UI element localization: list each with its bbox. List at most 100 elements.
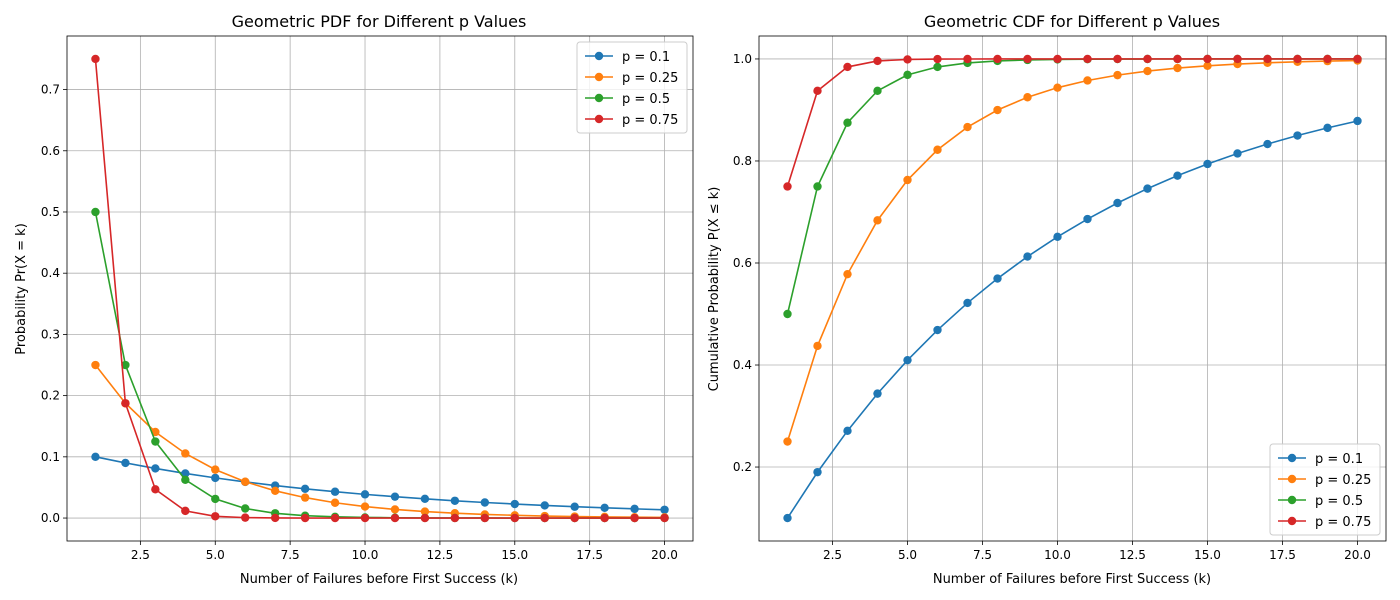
- pdf-point-p01: [390, 492, 400, 501]
- cdf-point-p025: [1053, 83, 1062, 92]
- cdf-point-p075: [1203, 54, 1212, 64]
- cdf-point-p025: [993, 105, 1002, 115]
- pdf-point-p025: [330, 498, 340, 507]
- pdf-legend-label: p = 0.25: [622, 71, 678, 86]
- pdf-point-p01: [570, 502, 579, 511]
- cdf-point-p075: [1053, 54, 1062, 64]
- pdf-y-tick-label: 0.2: [41, 389, 60, 403]
- pdf-point-p075: [181, 506, 190, 516]
- cdf-legend-label: p = 0.75: [1315, 515, 1371, 530]
- cdf-x-tick-label: 20.0: [1344, 548, 1371, 562]
- cdf-point-p01: [1293, 131, 1302, 140]
- pdf-y-axis-label: Probability Pr(X = k): [14, 223, 29, 355]
- cdf-point-p05: [903, 70, 912, 80]
- pdf-point-p01: [510, 499, 519, 509]
- pdf-point-p05: [211, 494, 220, 504]
- pdf-point-p01: [181, 469, 190, 478]
- cdf-x-tick-label: 17.5: [1269, 548, 1296, 562]
- cdf-point-p025: [1203, 61, 1212, 70]
- cdf-y-tick-label: 0.4: [733, 358, 752, 372]
- pdf-legend-label: p = 0.75: [622, 113, 678, 128]
- cdf-point-p05: [933, 62, 942, 72]
- cdf-x-tick-label: 12.5: [1119, 548, 1146, 562]
- pdf-legend-marker: [594, 51, 604, 61]
- pdf-point-p075: [151, 485, 160, 494]
- pdf-point-p025: [211, 465, 220, 474]
- cdf-legend-label: p = 0.1: [1315, 452, 1363, 467]
- cdf-point-p075: [1023, 54, 1032, 64]
- cdf-point-p075: [933, 54, 942, 64]
- cdf-point-p075: [1293, 54, 1302, 64]
- pdf-point-p075: [660, 513, 669, 523]
- cdf-point-p075: [1323, 54, 1332, 64]
- pdf-legend-label: p = 0.5: [622, 92, 670, 107]
- cdf-y-tick-label: 1.0: [733, 52, 752, 66]
- cdf-point-p025: [813, 341, 822, 351]
- cdf-point-p025: [1113, 70, 1122, 80]
- pdf-point-p01: [360, 490, 370, 499]
- cdf-point-p025: [843, 269, 852, 279]
- pdf-point-p01: [630, 504, 639, 514]
- cdf-point-p025: [783, 437, 792, 446]
- cdf-point-p075: [1263, 54, 1272, 64]
- cdf-point-p025: [1143, 66, 1152, 76]
- cdf-point-p01: [783, 513, 792, 523]
- cdf-point-p01: [1323, 123, 1332, 133]
- pdf-y-tick-label: 0.5: [41, 205, 60, 219]
- pdf-legend-label: p = 0.1: [622, 50, 670, 65]
- cdf-y-tick-label: 0.6: [733, 256, 752, 270]
- pdf-y-tick-label: 0.0: [41, 511, 60, 525]
- pdf-point-p01: [211, 473, 220, 483]
- pdf-point-p05: [91, 207, 100, 217]
- pdf-x-tick-label: 10.0: [352, 548, 379, 562]
- pdf-y-tick-label: 0.3: [41, 327, 60, 341]
- pdf-y-tick-label: 0.4: [41, 266, 60, 280]
- cdf-point-p05: [873, 86, 882, 96]
- cdf-y-tick-label: 0.8: [733, 154, 752, 168]
- pdf-y-tick-label: 0.1: [41, 450, 60, 464]
- pdf-point-p01: [450, 496, 460, 505]
- cdf-point-p01: [903, 355, 912, 365]
- cdf-point-p01: [963, 298, 972, 308]
- pdf-y-tick-label: 0.7: [41, 83, 60, 97]
- pdf-point-p075: [570, 513, 579, 523]
- cdf-legend-marker: [1287, 495, 1297, 505]
- pdf-point-p025: [420, 507, 430, 516]
- pdf-plot-area: 2.5 5.0 7.5 10.0 12.5 15.0 17.5 20.0 0.0 0.1 0.2 0.…: [41, 35, 694, 562]
- cdf-x-tick-label: 10.0: [1044, 548, 1071, 562]
- pdf-point-p05: [121, 360, 130, 370]
- pdf-point-p075: [330, 513, 340, 523]
- cdf-legend-label: p = 0.5: [1315, 494, 1363, 509]
- cdf-legend-marker: [1287, 453, 1297, 463]
- cdf-x-tick-label: 2.5: [823, 548, 842, 562]
- pdf-point-p075: [600, 513, 609, 523]
- pdf-point-p025: [360, 502, 370, 511]
- cdf-legend-box: [1269, 443, 1381, 536]
- pdf-point-p05: [181, 475, 190, 484]
- pdf-point-p01: [480, 498, 490, 507]
- pdf-x-tick-label: 17.5: [576, 548, 603, 562]
- pdf-series-line-p025: [94, 364, 665, 519]
- cdf-x-axis-label: Number of Failures before First Success …: [933, 572, 1211, 587]
- cdf-point-p01: [1203, 159, 1212, 169]
- pdf-point-p075: [510, 513, 519, 523]
- cdf-point-p01: [813, 467, 822, 477]
- cdf-x-tick-label: 5.0: [898, 548, 917, 562]
- pdf-x-axis-label: Number of Failures before First Success …: [240, 572, 518, 587]
- pdf-series-line-p075: [94, 58, 665, 519]
- pdf-chart: Geometric PDF for Different p Values Num…: [14, 12, 694, 587]
- pdf-point-p075: [630, 513, 639, 523]
- cdf-y-axis-label: Cumulative Probability P(X ≤ k): [707, 187, 722, 392]
- pdf-point-p075: [420, 513, 430, 523]
- cdf-point-p075: [1353, 54, 1362, 64]
- cdf-legend-marker: [1287, 516, 1297, 526]
- cdf-point-p01: [843, 426, 852, 436]
- cdf-point-p025: [1173, 63, 1182, 73]
- cdf-y-tick-label: 0.2: [733, 460, 752, 474]
- cdf-point-p05: [843, 118, 852, 127]
- cdf-point-p075: [843, 62, 852, 72]
- pdf-point-p075: [270, 513, 280, 523]
- cdf-point-p075: [1113, 54, 1122, 64]
- pdf-x-tick-label: 12.5: [427, 548, 454, 562]
